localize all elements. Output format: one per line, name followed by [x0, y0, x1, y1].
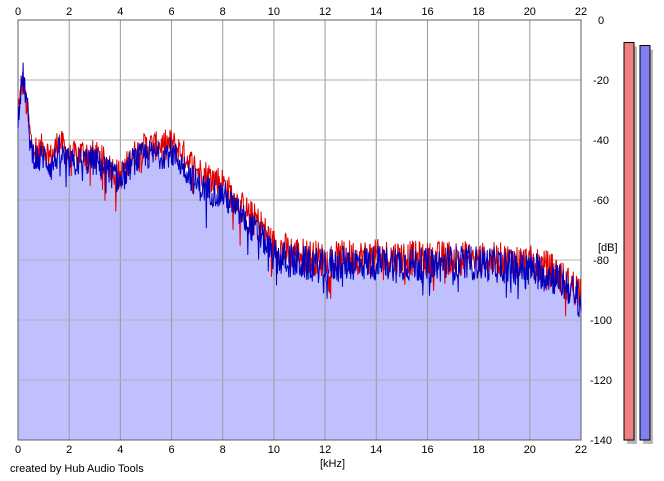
series-line-2 — [17, 62, 582, 318]
x-tick-label-top: 16 — [421, 6, 433, 18]
x-tick-label-top: 14 — [370, 6, 382, 18]
credit-text: created by Hub Audio Tools — [10, 463, 144, 475]
x-tick-label-top: 20 — [524, 6, 536, 18]
x-tick-label-bottom: 16 — [421, 444, 433, 456]
x-tick-label-bottom: 10 — [268, 444, 280, 456]
y-axis-label: [dB] — [598, 242, 618, 254]
x-tick-label-top: 8 — [220, 6, 226, 18]
x-tick-label-top: 18 — [473, 6, 485, 18]
y-tick-label: 0 — [598, 15, 604, 27]
x-tick-label-top: 6 — [168, 6, 174, 18]
y-tick-label: -80 — [593, 255, 609, 267]
x-tick-label-bottom: 18 — [473, 444, 485, 456]
y-tick-label: -20 — [593, 75, 609, 87]
x-tick-label-bottom: 22 — [575, 444, 587, 456]
x-tick-label-bottom: 2 — [66, 444, 72, 456]
x-tick-label-bottom: 0 — [15, 444, 21, 456]
x-tick-label-bottom: 12 — [319, 444, 331, 456]
x-tick-label-top: 22 — [575, 6, 587, 18]
y-tick-label: -140 — [590, 435, 612, 447]
y-tick-labels: 0 -20 -40 -60 -80 -100 -120 -140 — [590, 15, 612, 447]
y-tick-label: -120 — [590, 375, 612, 387]
x-tick-label-bottom: 6 — [168, 444, 174, 456]
y-tick-label: -100 — [590, 315, 612, 327]
level-meters — [623, 42, 653, 444]
series-layer — [17, 62, 582, 318]
level-meter-1 — [623, 42, 635, 441]
x-tick-label-bottom: 8 — [220, 444, 226, 456]
x-tick-label-bottom: 20 — [524, 444, 536, 456]
level-meter-2 — [639, 45, 651, 441]
x-tick-label-top: 10 — [268, 6, 280, 18]
y-tick-label: -60 — [593, 195, 609, 207]
x-tick-label-top: 0 — [15, 6, 21, 18]
y-tick-label: -40 — [593, 135, 609, 147]
plot-frame — [17, 19, 582, 441]
x-tick-label-top: 4 — [117, 6, 123, 18]
grid-layer — [17, 19, 582, 441]
x-tick-label-bottom: 4 — [117, 444, 123, 456]
x-axis-label: [kHz] — [320, 458, 345, 470]
x-tick-label-top: 12 — [319, 6, 331, 18]
x-tick-label-top: 2 — [66, 6, 72, 18]
x-tick-label-bottom: 14 — [370, 444, 382, 456]
